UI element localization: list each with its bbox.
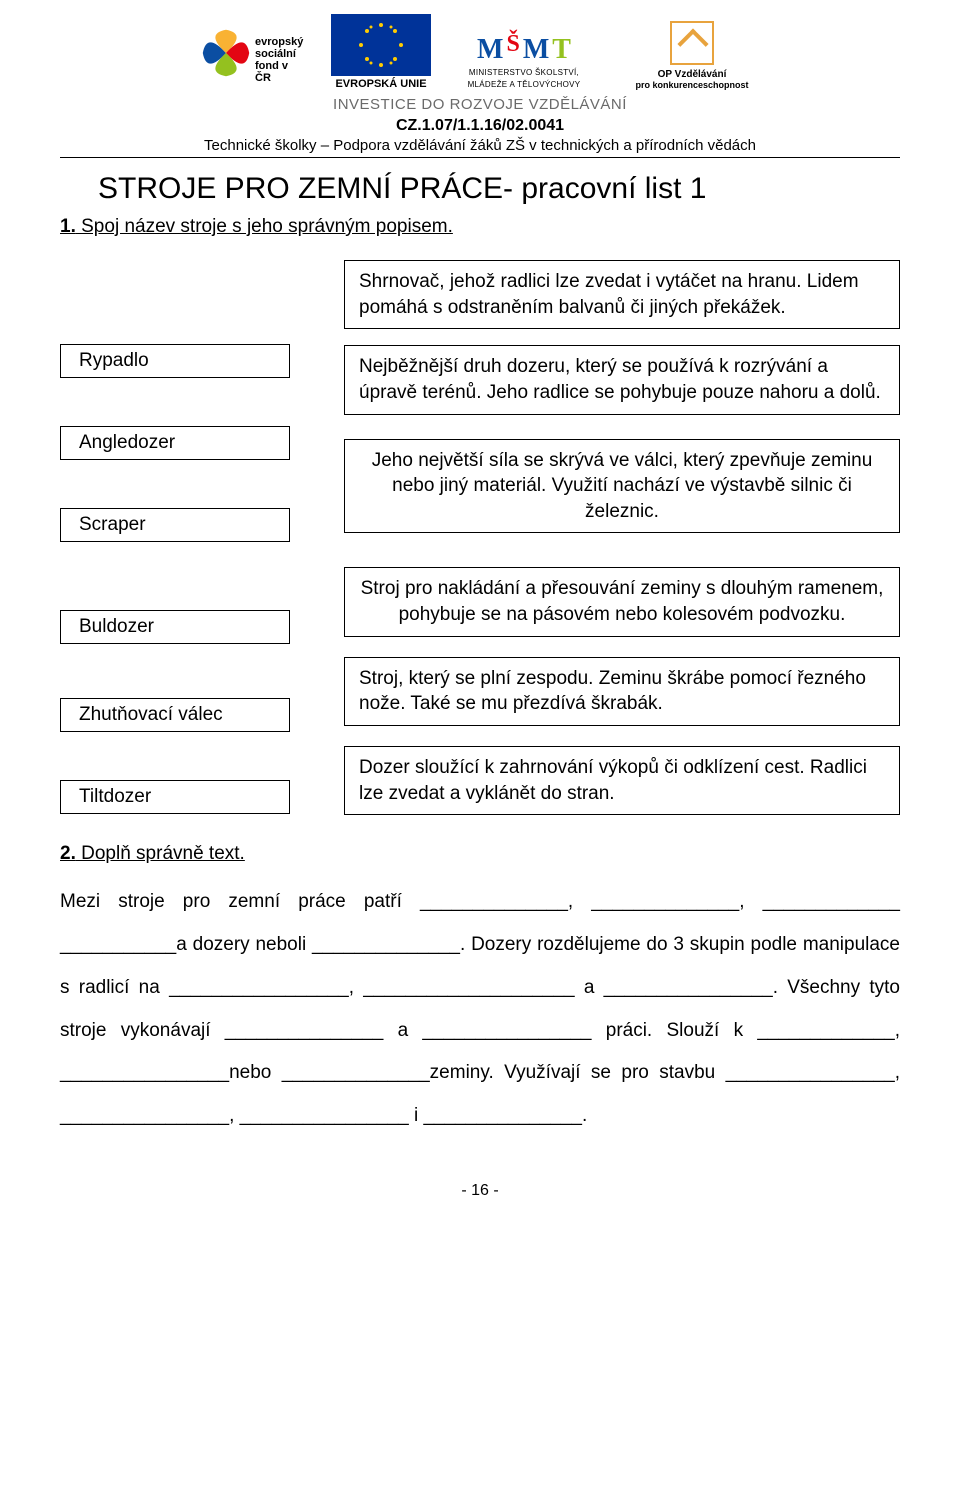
q2-number: 2. (60, 843, 76, 864)
question-1: 1. Spoj název stroje s jeho správným pop… (60, 216, 900, 238)
logo-bar: evropský sociální fond v ČR (60, 14, 900, 90)
worksheet-title: STROJE PRO ZEMNÍ PRÁCE- pracovní list 1 (98, 172, 900, 206)
eu-logo-block: EVROPSKÁ UNIE (331, 14, 431, 90)
desc-box-3: Jeho největší síla se skrývá ve válci, k… (344, 439, 900, 534)
esf-line2: sociální (255, 48, 303, 60)
msmt-line1: MINISTERSTVO ŠKOLSTVÍ, (469, 68, 579, 78)
esf-line1: evropský (255, 36, 303, 48)
desc-box-1: Shrnovač, jehož radlici lze zvedat i vyt… (344, 260, 900, 329)
descriptions-column: Shrnovač, jehož radlici lze zvedat i vyt… (344, 260, 900, 815)
q2-text: Doplň správně text. (76, 843, 245, 864)
opvk-line2: pro konkurenceschopnost (635, 80, 748, 90)
eu-label: EVROPSKÁ UNIE (335, 78, 426, 90)
q1-number: 1. (60, 216, 76, 237)
term-buldozer: Buldozer (60, 610, 290, 644)
desc-box-6: Dozer sloužící k zahrnování výkopů či od… (344, 746, 900, 815)
msmt-logo-block: M Š M T MINISTERSTVO ŠKOLSTVÍ, MLÁDEŽE A… (459, 28, 589, 90)
eu-flag-icon (331, 14, 431, 76)
desc-box-2: Nejběžnější druh dozeru, který se použív… (344, 345, 900, 414)
esf-line3: fond v ČR (255, 60, 303, 84)
term-rypadlo: Rypadlo (60, 344, 290, 378)
esf-logo-block: evropský sociální fond v ČR (193, 22, 303, 90)
opvk-logo-block: OP Vzdělávání pro konkurenceschopnost (617, 21, 767, 90)
esf-pinwheel-icon (197, 24, 255, 82)
project-code: CZ.1.07/1.1.16/02.0041 (60, 117, 900, 135)
desc-box-5: Stroj, který se plní zespodu. Zeminu škr… (344, 657, 900, 726)
worksheet-page: evropský sociální fond v ČR (0, 0, 960, 1230)
page-number: - 16 - (60, 1182, 900, 1200)
invest-tagline: INVESTICE DO ROZVOJE VZDĚLÁVÁNÍ (60, 96, 900, 113)
opvk-line1: OP Vzdělávání (658, 69, 727, 80)
term-angledozer: Angledozer (60, 426, 290, 460)
msmt-line2: MLÁDEŽE A TĚLOVÝCHOVY (468, 80, 581, 90)
term-tiltdozer: Tiltdozer (60, 780, 290, 814)
project-subtitle: Technické školky – Podpora vzdělávání žá… (60, 137, 900, 158)
terms-column: Rypadlo Angledozer Scraper Buldozer Zhut… (60, 260, 290, 815)
opvk-icon (670, 21, 714, 65)
esf-text: evropský sociální fond v ČR (255, 36, 303, 84)
term-zhutnovaci-valec: Zhutňovací válec (60, 698, 290, 732)
matching-area: Rypadlo Angledozer Scraper Buldozer Zhut… (60, 260, 900, 815)
question-2: 2. Doplň správně text. (60, 843, 900, 865)
msmt-icon: M Š M T (477, 28, 571, 66)
fill-in-paragraph: Mezi stroje pro zemní práce patří ______… (60, 881, 900, 1138)
term-scraper: Scraper (60, 508, 290, 542)
q1-text: Spoj název stroje s jeho správným popise… (76, 216, 453, 237)
desc-box-4: Stroj pro nakládání a přesouvání zeminy … (344, 567, 900, 636)
